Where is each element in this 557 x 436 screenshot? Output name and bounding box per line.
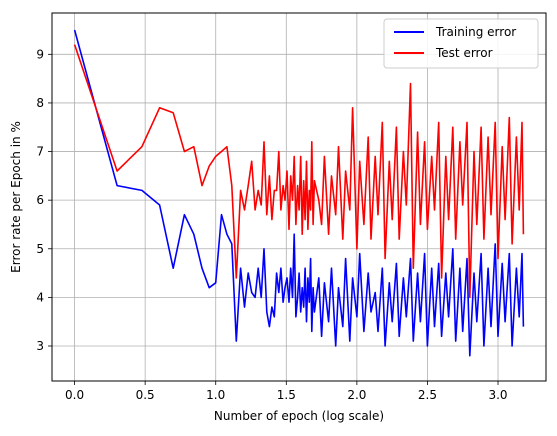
- x-tick-label: 1.0: [206, 388, 225, 402]
- y-tick-label: 8: [36, 96, 44, 110]
- legend-label-training: Training error: [435, 25, 516, 39]
- test-error-line: [73, 44, 525, 299]
- x-tick-label: 1.5: [277, 388, 296, 402]
- training-error-line: [73, 29, 525, 357]
- x-tick-label: 2.0: [347, 388, 366, 402]
- y-tick-label: 5: [36, 242, 44, 256]
- legend-label-test: Test error: [435, 46, 493, 60]
- x-tick-label: 3.0: [488, 388, 507, 402]
- y-tick-label: 7: [36, 145, 44, 159]
- plot-frame: [51, 12, 547, 382]
- legend: Training error Test error: [383, 18, 539, 69]
- x-tick-label: 0.0: [65, 388, 84, 402]
- y-axis-label: Error rate per Epoch in %: [9, 121, 23, 273]
- series-lines: [73, 29, 525, 357]
- axis-ticks: 0.0 0.5 1.0 1.5 2.0 2.5 3.0 3 4 5 6 7 8 9: [36, 47, 507, 402]
- y-tick-label: 4: [36, 290, 44, 304]
- x-axis-label: Number of epoch (log scale): [214, 409, 384, 423]
- y-tick-label: 9: [36, 47, 44, 61]
- x-tick-label: 2.5: [418, 388, 437, 402]
- y-tick-label: 6: [36, 193, 44, 207]
- x-tick-label: 0.5: [136, 388, 155, 402]
- y-tick-label: 3: [36, 339, 44, 353]
